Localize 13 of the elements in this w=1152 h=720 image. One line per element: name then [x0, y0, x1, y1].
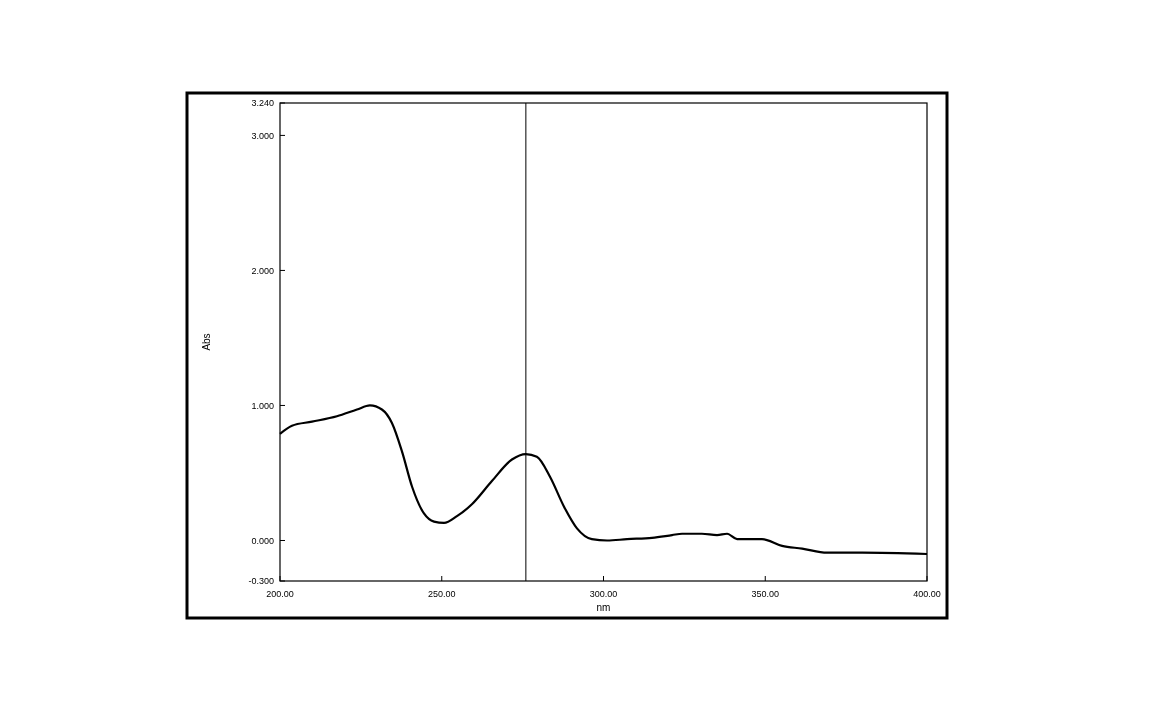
x-tick-label: 200.00	[266, 589, 294, 599]
x-tick-label: 300.00	[589, 589, 618, 599]
x-tick-label: 350.00	[751, 589, 780, 599]
x-axis-title: nm	[596, 602, 611, 613]
y-tick-label: 3.240	[251, 98, 274, 109]
y-tick-label: 0.000	[251, 535, 274, 546]
y-tick-label: 1.000	[251, 400, 274, 411]
y-axis-title: Abs	[201, 333, 212, 351]
x-tick-label: 400.00	[913, 589, 941, 599]
y-tick-label: 2.000	[251, 265, 274, 276]
y-tick-label: -0.300	[248, 576, 274, 587]
y-tick-label: 3.000	[251, 130, 274, 141]
x-tick-label: 250.00	[427, 589, 456, 599]
